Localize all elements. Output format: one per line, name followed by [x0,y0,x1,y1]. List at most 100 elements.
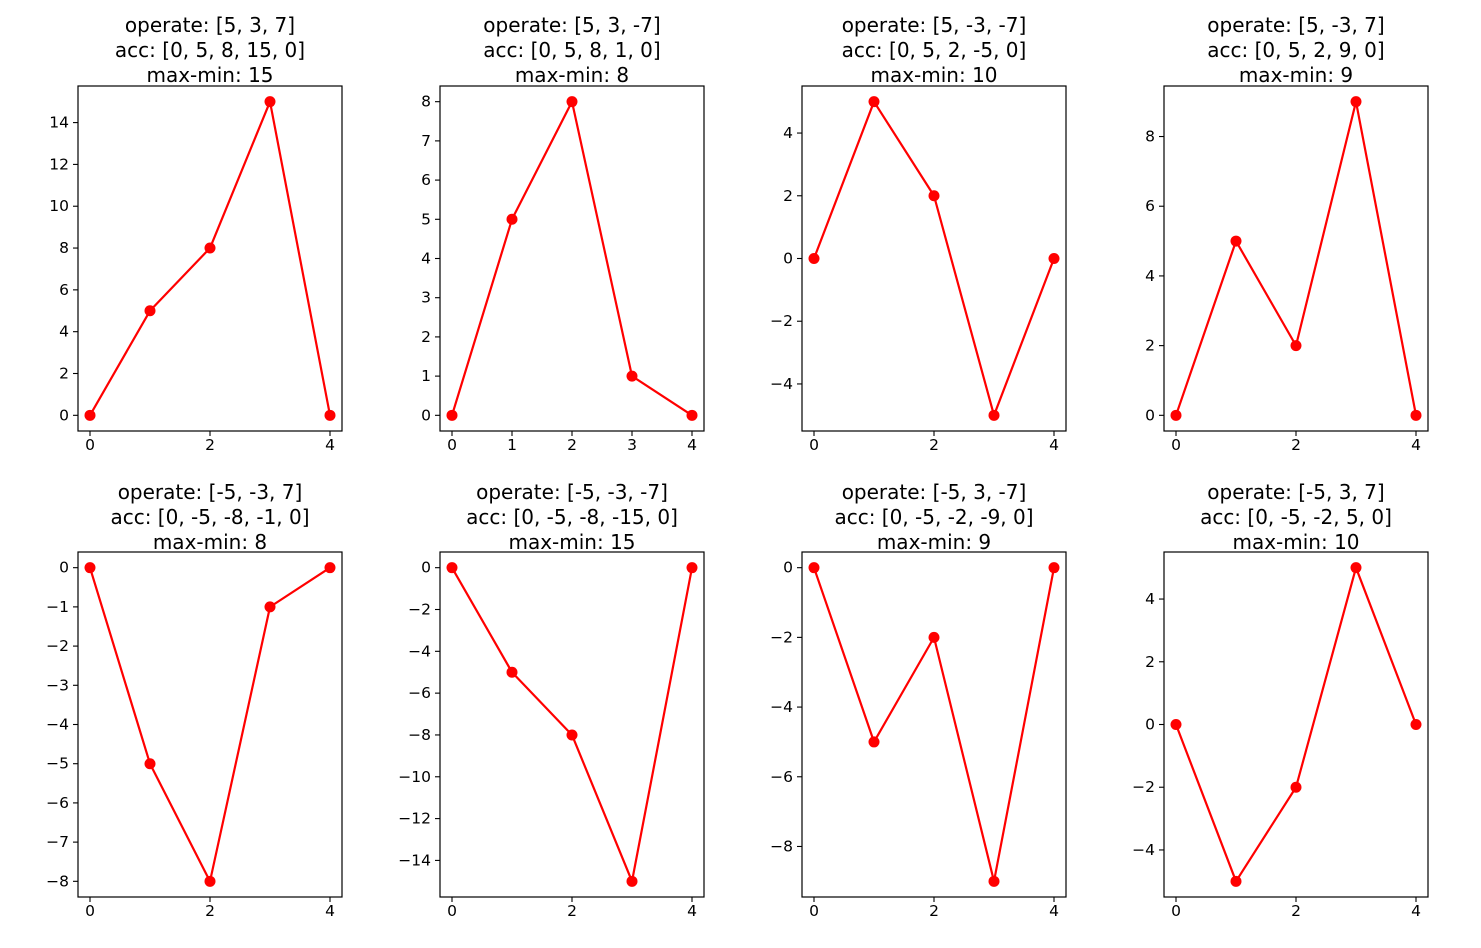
subplot-title-line: acc: [0, 5, 2, -5, 0] [842,38,1027,62]
y-tick-label: −4 [770,698,793,716]
data-point [1048,562,1060,574]
x-tick-label: 4 [687,436,697,454]
y-tick-label: −2 [46,637,69,655]
y-tick-label: −2 [770,312,793,330]
x-tick-label: 3 [627,436,637,454]
y-tick-label: 0 [1145,406,1155,424]
subplot-title-line: max-min: 10 [1232,530,1359,554]
y-tick-label: −8 [408,726,431,744]
x-tick-label: 0 [809,902,819,920]
y-tick-label: −7 [46,833,69,851]
y-tick-label: 0 [421,559,431,577]
subplot-title-line: operate: [5, 3, 7] [125,13,295,37]
y-tick-label: 0 [59,406,69,424]
y-tick-label: −5 [46,755,69,773]
y-tick-label: −2 [1132,778,1155,796]
x-tick-label: 1 [507,436,517,454]
subplot-title-line: operate: [5, -3, -7] [842,13,1027,37]
plot-frame [439,551,705,898]
series-line [89,100,332,416]
plot-frame [1163,85,1429,432]
subplot-title-line: acc: [0, -5, -8, -1, 0] [110,505,309,529]
y-tick-label: 14 [49,114,69,132]
plot-frame [439,85,705,432]
data-point [928,190,940,202]
series-line [451,567,694,883]
subplot-title-line: operate: [5, -3, 7] [1207,13,1384,37]
subplot-title-line: acc: [0, -5, -2, 5, 0] [1200,505,1392,529]
subplot-title-line: acc: [0, 5, 8, 15, 0] [115,38,305,62]
subplot-title-line: acc: [0, 5, 8, 1, 0] [483,38,660,62]
data-point [324,409,336,421]
data-point [868,736,880,748]
data-point [1350,562,1362,574]
x-tick-label: 0 [447,436,457,454]
data-point [1290,340,1302,352]
data-point [506,666,518,678]
y-tick-label: 2 [783,187,793,205]
x-tick-label: 0 [809,436,819,454]
data-point [1170,409,1182,421]
y-tick-label: −2 [770,628,793,646]
subplot-1: operate: [5, 3, 7]acc: [0, 5, 8, 15, 0]m… [49,13,343,454]
y-tick-label: 12 [49,155,69,173]
x-tick-label: 0 [1171,436,1181,454]
subplot-8: operate: [-5, 3, 7]acc: [0, -5, -2, 5, 0… [1132,480,1429,920]
data-point [84,409,96,421]
x-tick-label: 4 [1411,436,1421,454]
y-tick-label: −10 [398,768,431,786]
series-line [1174,566,1418,883]
data-point [324,562,336,574]
y-tick-label: 4 [421,250,431,268]
y-tick-label: 4 [783,124,793,142]
y-tick-label: 2 [59,365,69,383]
subplot-title-line: max-min: 8 [153,530,267,554]
data-point [868,96,880,108]
data-point [84,562,96,574]
y-tick-label: −4 [408,642,431,660]
data-point [686,409,698,421]
data-point [1048,253,1060,264]
y-tick-label: 0 [783,250,793,268]
y-tick-label: −6 [408,684,431,702]
x-tick-label: 0 [85,902,95,920]
x-tick-label: 4 [325,902,335,920]
y-tick-label: 2 [1145,337,1155,355]
data-point [988,409,1000,421]
series-line [1174,100,1418,416]
subplot-title-line: max-min: 15 [508,530,635,554]
subplot-4: operate: [5, -3, 7]acc: [0, 5, 2, 9, 0]m… [1145,13,1429,454]
subplot-title-line: acc: [0, -5, -8, -15, 0] [466,505,678,529]
y-tick-label: 5 [421,210,431,228]
y-tick-label: 2 [421,328,431,346]
x-tick-label: 2 [929,436,939,454]
subplot-title-line: operate: [5, 3, -7] [483,13,660,37]
y-tick-label: 0 [421,406,431,424]
data-point [808,562,820,574]
y-tick-label: 4 [59,323,69,341]
data-point [1230,875,1242,887]
y-tick-label: 0 [1145,716,1155,734]
x-tick-label: 0 [1171,902,1181,920]
subplot-title-line: max-min: 9 [1239,63,1353,87]
data-point [626,875,638,887]
data-point [1410,719,1422,730]
subplot-title-line: acc: [0, -5, -2, -9, 0] [834,505,1033,529]
data-point [144,305,156,317]
data-point [264,96,276,108]
series-line [812,567,1056,883]
subplot-6: operate: [-5, -3, -7]acc: [0, -5, -8, -1… [398,480,705,920]
y-tick-label: 8 [1145,128,1155,146]
data-point [808,253,820,264]
plot-frame [801,551,1067,898]
subplot-5: operate: [-5, -3, 7]acc: [0, -5, -8, -1,… [46,480,343,920]
series-line [450,100,693,417]
y-tick-label: 6 [59,281,69,299]
data-point [566,729,578,741]
y-tick-label: 8 [421,93,431,111]
y-tick-label: 0 [783,559,793,577]
series-line [812,100,1056,417]
data-point [566,96,578,108]
y-tick-label: 10 [49,197,69,215]
